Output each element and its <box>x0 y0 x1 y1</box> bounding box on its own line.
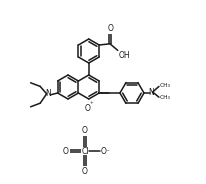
Text: O: O <box>82 126 88 135</box>
Text: O: O <box>82 167 88 176</box>
Text: CH₃: CH₃ <box>159 95 170 100</box>
Text: N: N <box>46 89 51 98</box>
Text: OH: OH <box>118 51 130 60</box>
Text: O: O <box>63 146 69 155</box>
Text: O⁻: O⁻ <box>100 146 110 155</box>
Text: O: O <box>84 104 90 113</box>
Text: Cl: Cl <box>81 146 88 155</box>
Text: N: N <box>147 88 153 96</box>
Text: O: O <box>107 24 113 33</box>
Text: ⁺: ⁺ <box>89 102 93 108</box>
Text: CH₃: CH₃ <box>159 83 170 88</box>
